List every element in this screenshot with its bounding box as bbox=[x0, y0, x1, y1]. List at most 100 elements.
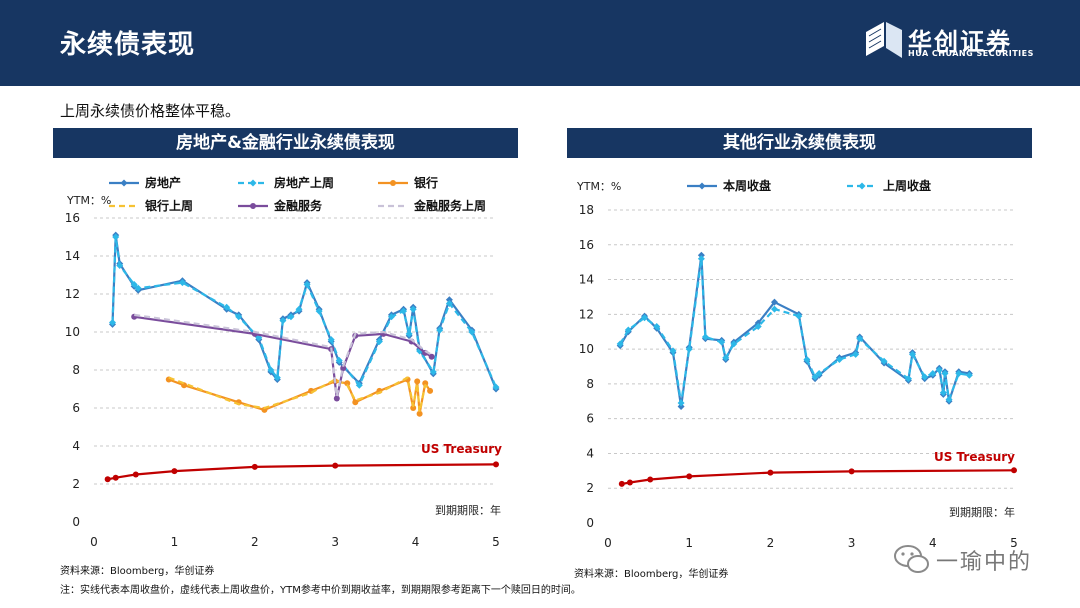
data-point bbox=[178, 279, 186, 287]
legend-label: 本周收盘 bbox=[723, 178, 771, 193]
data-point bbox=[493, 461, 499, 468]
x-tick-label: 2 bbox=[251, 535, 259, 549]
legend-marker bbox=[698, 182, 706, 190]
legend-label: 房地产 bbox=[145, 175, 181, 190]
x-tick-label: 1 bbox=[171, 535, 179, 549]
data-point bbox=[626, 479, 633, 486]
data-point bbox=[409, 305, 417, 313]
data-point bbox=[130, 281, 138, 288]
data-point bbox=[624, 326, 632, 334]
data-point bbox=[436, 326, 444, 334]
data-point bbox=[770, 298, 778, 306]
x-tick-label: 0 bbox=[604, 536, 612, 550]
y-tick-label: 10 bbox=[65, 325, 80, 339]
right-source: 资料来源：Bloomberg，华创证券 bbox=[574, 569, 729, 580]
data-point bbox=[492, 383, 500, 391]
legend-marker bbox=[120, 179, 128, 187]
data-point bbox=[445, 300, 453, 307]
data-point bbox=[955, 369, 963, 377]
data-point bbox=[352, 399, 359, 406]
data-point bbox=[653, 323, 661, 331]
data-point bbox=[939, 389, 947, 397]
data-point bbox=[835, 356, 843, 364]
data-point bbox=[273, 374, 281, 382]
data-point bbox=[754, 323, 762, 331]
data-point bbox=[904, 375, 912, 383]
y-tick-label: 2 bbox=[586, 481, 594, 495]
data-point bbox=[669, 347, 677, 355]
us-treasury-label: US Treasury bbox=[934, 450, 1015, 464]
data-point bbox=[616, 340, 624, 348]
data-point bbox=[340, 365, 347, 372]
data-point bbox=[856, 335, 864, 343]
data-point bbox=[921, 373, 929, 381]
watermark-text: 一瑜中的 bbox=[936, 550, 1033, 575]
data-point bbox=[641, 314, 649, 322]
data-point bbox=[428, 353, 435, 360]
y-tick-label: 8 bbox=[586, 377, 594, 391]
data-point bbox=[965, 371, 973, 379]
y-tick-label: 12 bbox=[65, 287, 80, 301]
data-point bbox=[945, 396, 953, 404]
series-line-1 bbox=[619, 257, 970, 405]
data-point bbox=[770, 305, 778, 313]
data-point bbox=[427, 387, 434, 394]
y-tick-label: 10 bbox=[579, 342, 594, 356]
series-line-2 bbox=[168, 378, 432, 415]
logo-icon bbox=[866, 22, 902, 58]
x-tick-label: 1 bbox=[685, 536, 693, 550]
data-point bbox=[332, 462, 339, 469]
y-tick-label: 6 bbox=[72, 401, 80, 415]
us-treasury-label: US Treasury bbox=[421, 442, 502, 456]
data-point bbox=[429, 368, 437, 376]
data-point bbox=[941, 369, 949, 377]
data-point bbox=[387, 313, 395, 321]
data-point bbox=[909, 350, 916, 358]
data-point bbox=[104, 476, 111, 483]
data-point bbox=[767, 469, 774, 476]
data-point bbox=[355, 381, 363, 389]
legend-marker bbox=[858, 182, 866, 190]
page-title: 永续债表现 bbox=[60, 30, 196, 60]
data-point bbox=[223, 303, 231, 311]
y-tick-label: 6 bbox=[586, 412, 594, 426]
legend-label: 银行 bbox=[414, 175, 438, 190]
y-tick-label: 0 bbox=[72, 515, 80, 529]
data-point bbox=[647, 476, 654, 483]
data-point bbox=[375, 338, 383, 345]
x-tick-label: 5 bbox=[492, 535, 500, 549]
legend-label: 银行上周 bbox=[145, 198, 193, 213]
data-point bbox=[880, 357, 888, 365]
series-line-5 bbox=[134, 313, 433, 398]
data-point bbox=[685, 345, 693, 353]
data-point bbox=[416, 410, 423, 417]
legend-label: 金融服务上周 bbox=[413, 198, 486, 213]
data-point bbox=[848, 468, 855, 475]
data-point bbox=[410, 405, 417, 411]
y-tick-label: 4 bbox=[586, 446, 594, 460]
data-point bbox=[468, 328, 476, 336]
data-point bbox=[445, 296, 453, 304]
data-point bbox=[677, 399, 685, 407]
data-point bbox=[134, 284, 142, 292]
legend-marker bbox=[249, 179, 257, 187]
x-tick-label: 4 bbox=[929, 536, 937, 550]
data-point bbox=[287, 313, 295, 321]
x-tick-label: 3 bbox=[331, 535, 339, 549]
x-tick-label: 0 bbox=[90, 535, 98, 549]
data-point bbox=[251, 463, 258, 470]
y-tick-label: 0 bbox=[586, 516, 594, 530]
x-axis-label: 到期期限：年 bbox=[949, 505, 1015, 519]
data-point bbox=[132, 471, 139, 478]
data-point bbox=[697, 255, 705, 263]
series-line-3 bbox=[168, 376, 431, 413]
data-point bbox=[405, 330, 413, 338]
data-point bbox=[730, 340, 738, 348]
data-point bbox=[686, 473, 693, 480]
data-point bbox=[701, 333, 709, 341]
x-tick-label: 3 bbox=[848, 536, 856, 550]
data-point bbox=[112, 474, 119, 481]
summary-text: 上周永续债价格整体平稳。 bbox=[60, 102, 241, 120]
data-point bbox=[108, 319, 116, 326]
